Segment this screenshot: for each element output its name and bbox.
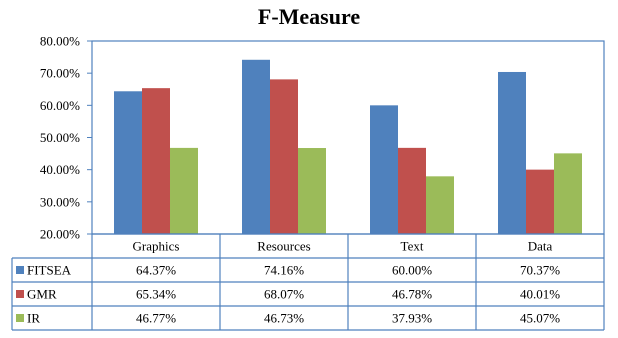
legend-key-ir [16, 314, 24, 322]
legend-label: GMR [27, 287, 57, 302]
y-tick-label: 40.00% [40, 162, 80, 177]
bar-gmr-resources [270, 79, 298, 234]
legend-label: IR [27, 311, 40, 326]
bar-ir-data [554, 153, 582, 234]
data-cell: 46.78% [392, 287, 432, 302]
data-cell: 45.07% [520, 311, 560, 326]
y-tick-label: 20.00% [40, 227, 80, 242]
y-tick-label: 30.00% [40, 194, 80, 209]
data-cell: 68.07% [264, 287, 304, 302]
legend-label: FITSEA [27, 263, 72, 278]
y-tick-label: 70.00% [40, 66, 80, 81]
data-cell: 60.00% [392, 263, 432, 278]
bar-ir-resources [298, 148, 326, 234]
bar-fitsea-resources [242, 59, 270, 234]
bar-gmr-data [526, 169, 554, 234]
bar-fitsea-data [498, 71, 526, 234]
x-tick-label: Text [401, 239, 424, 254]
legend-key-gmr [16, 290, 24, 298]
data-cell: 70.37% [520, 263, 560, 278]
data-cell: 46.77% [136, 311, 176, 326]
data-cell: 74.16% [264, 263, 304, 278]
bar-gmr-graphics [142, 88, 170, 234]
x-tick-label: Graphics [133, 239, 180, 254]
bar-fitsea-graphics [114, 91, 142, 235]
data-cell: 40.01% [520, 287, 560, 302]
bar-gmr-text [398, 147, 426, 234]
bar-fitsea-text [370, 105, 398, 234]
legend-key-fitsea [16, 266, 24, 274]
data-cell: 65.34% [136, 287, 176, 302]
y-tick-label: 60.00% [40, 98, 80, 113]
data-cell: 64.37% [136, 263, 176, 278]
data-cell: 46.73% [264, 311, 304, 326]
x-tick-label: Data [528, 239, 553, 254]
y-tick-label: 80.00% [40, 34, 80, 49]
bar-ir-text [426, 176, 454, 234]
x-tick-label: Resources [257, 239, 310, 254]
bar-ir-graphics [170, 147, 198, 234]
chart-title: F-Measure [257, 4, 361, 29]
y-tick-label: 50.00% [40, 130, 80, 145]
data-cell: 37.93% [392, 311, 432, 326]
